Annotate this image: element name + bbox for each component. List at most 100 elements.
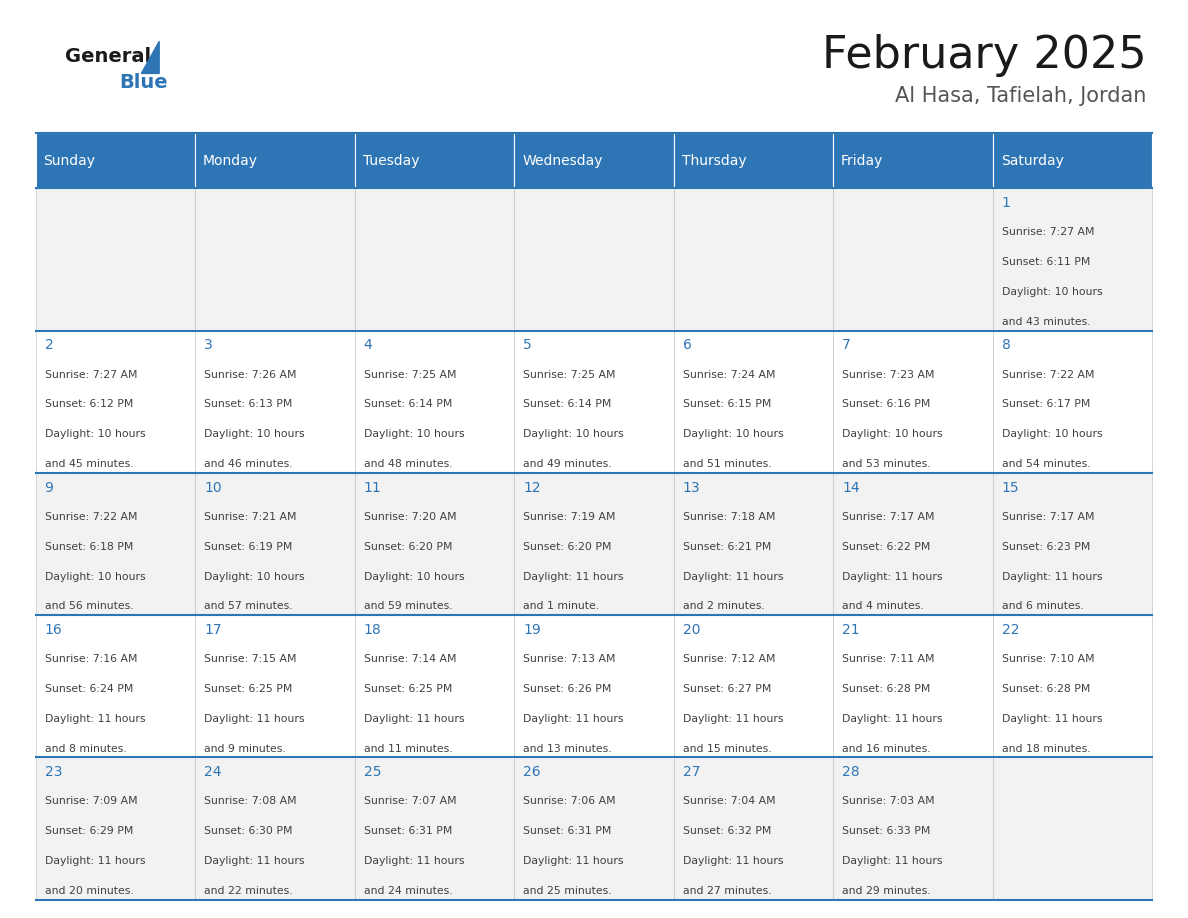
- Text: Sunset: 6:11 PM: Sunset: 6:11 PM: [1001, 257, 1091, 267]
- Text: Daylight: 11 hours: Daylight: 11 hours: [204, 714, 304, 723]
- Text: Sunrise: 7:21 AM: Sunrise: 7:21 AM: [204, 512, 297, 521]
- Text: Tuesday: Tuesday: [362, 153, 419, 168]
- Text: Sunrise: 7:04 AM: Sunrise: 7:04 AM: [683, 796, 776, 806]
- Text: Monday: Monday: [203, 153, 258, 168]
- Text: 1: 1: [1001, 196, 1011, 210]
- Bar: [514, 188, 674, 330]
- Text: Daylight: 11 hours: Daylight: 11 hours: [523, 572, 624, 581]
- Text: and 24 minutes.: and 24 minutes.: [364, 886, 453, 896]
- Text: Sunrise: 7:22 AM: Sunrise: 7:22 AM: [45, 512, 137, 521]
- Text: and 13 minutes.: and 13 minutes.: [523, 744, 612, 754]
- Text: Daylight: 11 hours: Daylight: 11 hours: [45, 714, 145, 723]
- Text: 5: 5: [523, 338, 532, 353]
- Text: Sunrise: 7:10 AM: Sunrise: 7:10 AM: [1001, 654, 1094, 664]
- Bar: [514, 330, 674, 473]
- Text: Sunrise: 7:08 AM: Sunrise: 7:08 AM: [204, 796, 297, 806]
- Text: Daylight: 11 hours: Daylight: 11 hours: [842, 856, 943, 866]
- Text: 19: 19: [523, 622, 541, 637]
- Text: Sunrise: 7:24 AM: Sunrise: 7:24 AM: [683, 370, 776, 379]
- Text: Sunset: 6:31 PM: Sunset: 6:31 PM: [523, 826, 612, 836]
- Text: Daylight: 11 hours: Daylight: 11 hours: [683, 572, 783, 581]
- Text: Daylight: 11 hours: Daylight: 11 hours: [523, 714, 624, 723]
- Text: Sunrise: 7:19 AM: Sunrise: 7:19 AM: [523, 512, 615, 521]
- Bar: [195, 330, 355, 473]
- Text: Blue: Blue: [119, 73, 168, 92]
- Bar: [833, 188, 993, 330]
- Text: 3: 3: [204, 338, 213, 353]
- Text: Daylight: 10 hours: Daylight: 10 hours: [204, 430, 305, 440]
- Text: Daylight: 10 hours: Daylight: 10 hours: [1001, 287, 1102, 297]
- Text: Sunrise: 7:13 AM: Sunrise: 7:13 AM: [523, 654, 615, 664]
- Text: Sunset: 6:12 PM: Sunset: 6:12 PM: [45, 399, 133, 409]
- Text: 7: 7: [842, 338, 851, 353]
- Text: Daylight: 11 hours: Daylight: 11 hours: [842, 572, 943, 581]
- Bar: [993, 473, 1152, 615]
- Text: Sunrise: 7:17 AM: Sunrise: 7:17 AM: [842, 512, 935, 521]
- Text: Sunrise: 7:14 AM: Sunrise: 7:14 AM: [364, 654, 456, 664]
- Bar: [674, 330, 833, 473]
- Text: Sunrise: 7:11 AM: Sunrise: 7:11 AM: [842, 654, 935, 664]
- Bar: [36, 757, 195, 900]
- Text: 9: 9: [45, 480, 53, 495]
- Text: and 27 minutes.: and 27 minutes.: [683, 886, 771, 896]
- Text: Sunset: 6:19 PM: Sunset: 6:19 PM: [204, 542, 292, 552]
- Text: and 59 minutes.: and 59 minutes.: [364, 601, 453, 611]
- Bar: [833, 757, 993, 900]
- Text: and 6 minutes.: and 6 minutes.: [1001, 601, 1083, 611]
- Text: and 45 minutes.: and 45 minutes.: [45, 459, 133, 469]
- Text: Sunset: 6:30 PM: Sunset: 6:30 PM: [204, 826, 292, 836]
- Text: Daylight: 10 hours: Daylight: 10 hours: [45, 430, 145, 440]
- Bar: [674, 615, 833, 757]
- Text: Daylight: 11 hours: Daylight: 11 hours: [45, 856, 145, 866]
- Bar: [993, 188, 1152, 330]
- Text: 28: 28: [842, 765, 860, 779]
- Text: and 51 minutes.: and 51 minutes.: [683, 459, 771, 469]
- Text: 26: 26: [523, 765, 541, 779]
- Text: Sunset: 6:20 PM: Sunset: 6:20 PM: [523, 542, 612, 552]
- Text: Sunset: 6:15 PM: Sunset: 6:15 PM: [683, 399, 771, 409]
- Text: Sunset: 6:25 PM: Sunset: 6:25 PM: [364, 684, 451, 694]
- Bar: [355, 330, 514, 473]
- Text: 27: 27: [683, 765, 700, 779]
- Text: Sunrise: 7:12 AM: Sunrise: 7:12 AM: [683, 654, 776, 664]
- Text: 21: 21: [842, 622, 860, 637]
- Text: and 46 minutes.: and 46 minutes.: [204, 459, 292, 469]
- Text: and 25 minutes.: and 25 minutes.: [523, 886, 612, 896]
- Text: and 49 minutes.: and 49 minutes.: [523, 459, 612, 469]
- Bar: [674, 473, 833, 615]
- Bar: [514, 473, 674, 615]
- Text: Daylight: 10 hours: Daylight: 10 hours: [683, 430, 783, 440]
- Text: Sunrise: 7:03 AM: Sunrise: 7:03 AM: [842, 796, 935, 806]
- Text: 8: 8: [1001, 338, 1011, 353]
- Text: Wednesday: Wednesday: [522, 153, 602, 168]
- Text: Sunrise: 7:23 AM: Sunrise: 7:23 AM: [842, 370, 935, 379]
- Text: and 1 minute.: and 1 minute.: [523, 601, 599, 611]
- Text: Sunset: 6:29 PM: Sunset: 6:29 PM: [45, 826, 133, 836]
- Text: Daylight: 10 hours: Daylight: 10 hours: [45, 572, 145, 581]
- Bar: [195, 757, 355, 900]
- Text: and 2 minutes.: and 2 minutes.: [683, 601, 764, 611]
- Text: and 22 minutes.: and 22 minutes.: [204, 886, 292, 896]
- Text: 6: 6: [683, 338, 691, 353]
- Bar: [833, 133, 993, 188]
- Text: 24: 24: [204, 765, 222, 779]
- Bar: [993, 615, 1152, 757]
- Text: 23: 23: [45, 765, 62, 779]
- Text: Daylight: 11 hours: Daylight: 11 hours: [1001, 572, 1102, 581]
- Bar: [833, 473, 993, 615]
- Text: Sunset: 6:28 PM: Sunset: 6:28 PM: [842, 684, 930, 694]
- Text: Sunset: 6:22 PM: Sunset: 6:22 PM: [842, 542, 930, 552]
- Text: 13: 13: [683, 480, 700, 495]
- Text: Sunrise: 7:25 AM: Sunrise: 7:25 AM: [523, 370, 615, 379]
- Text: 14: 14: [842, 480, 860, 495]
- Text: 22: 22: [1001, 622, 1019, 637]
- Text: Sunrise: 7:20 AM: Sunrise: 7:20 AM: [364, 512, 456, 521]
- Bar: [993, 133, 1152, 188]
- Text: Sunset: 6:26 PM: Sunset: 6:26 PM: [523, 684, 612, 694]
- Text: Daylight: 11 hours: Daylight: 11 hours: [204, 856, 304, 866]
- Text: Daylight: 11 hours: Daylight: 11 hours: [523, 856, 624, 866]
- Text: Daylight: 10 hours: Daylight: 10 hours: [364, 430, 465, 440]
- Text: and 11 minutes.: and 11 minutes.: [364, 744, 453, 754]
- Text: Sunset: 6:28 PM: Sunset: 6:28 PM: [1001, 684, 1091, 694]
- Text: Sunrise: 7:17 AM: Sunrise: 7:17 AM: [1001, 512, 1094, 521]
